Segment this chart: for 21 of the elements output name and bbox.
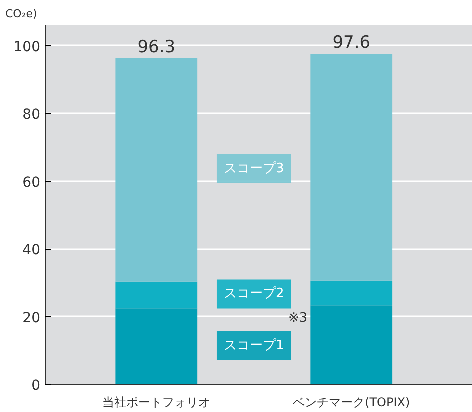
x-tick-label: ベンチマーク(TOPIX)	[293, 396, 410, 410]
bar	[310, 54, 393, 281]
bar	[310, 280, 393, 306]
total-label: 97.6	[332, 32, 371, 53]
total-label: 96.3	[138, 37, 176, 58]
y-tick-label: 40	[22, 242, 41, 259]
annotation: ※3	[288, 311, 308, 326]
bar	[116, 282, 198, 309]
text: スコープ1	[224, 338, 284, 354]
y-tick-label: 20	[22, 310, 41, 326]
bar	[116, 58, 198, 282]
text: スコープ3	[224, 161, 284, 176]
y-tick-label: 0	[32, 378, 41, 394]
y-tick-label: 100	[14, 39, 41, 56]
x-tick-label: 当社ポートフォリオ	[102, 396, 211, 410]
y-tick-label: 80	[22, 107, 41, 124]
y-axis-title: CO₂e)	[6, 8, 38, 20]
bar	[116, 308, 198, 384]
bar	[310, 306, 393, 384]
text: スコープ2	[224, 286, 284, 302]
y-tick-label: 60	[22, 174, 41, 191]
